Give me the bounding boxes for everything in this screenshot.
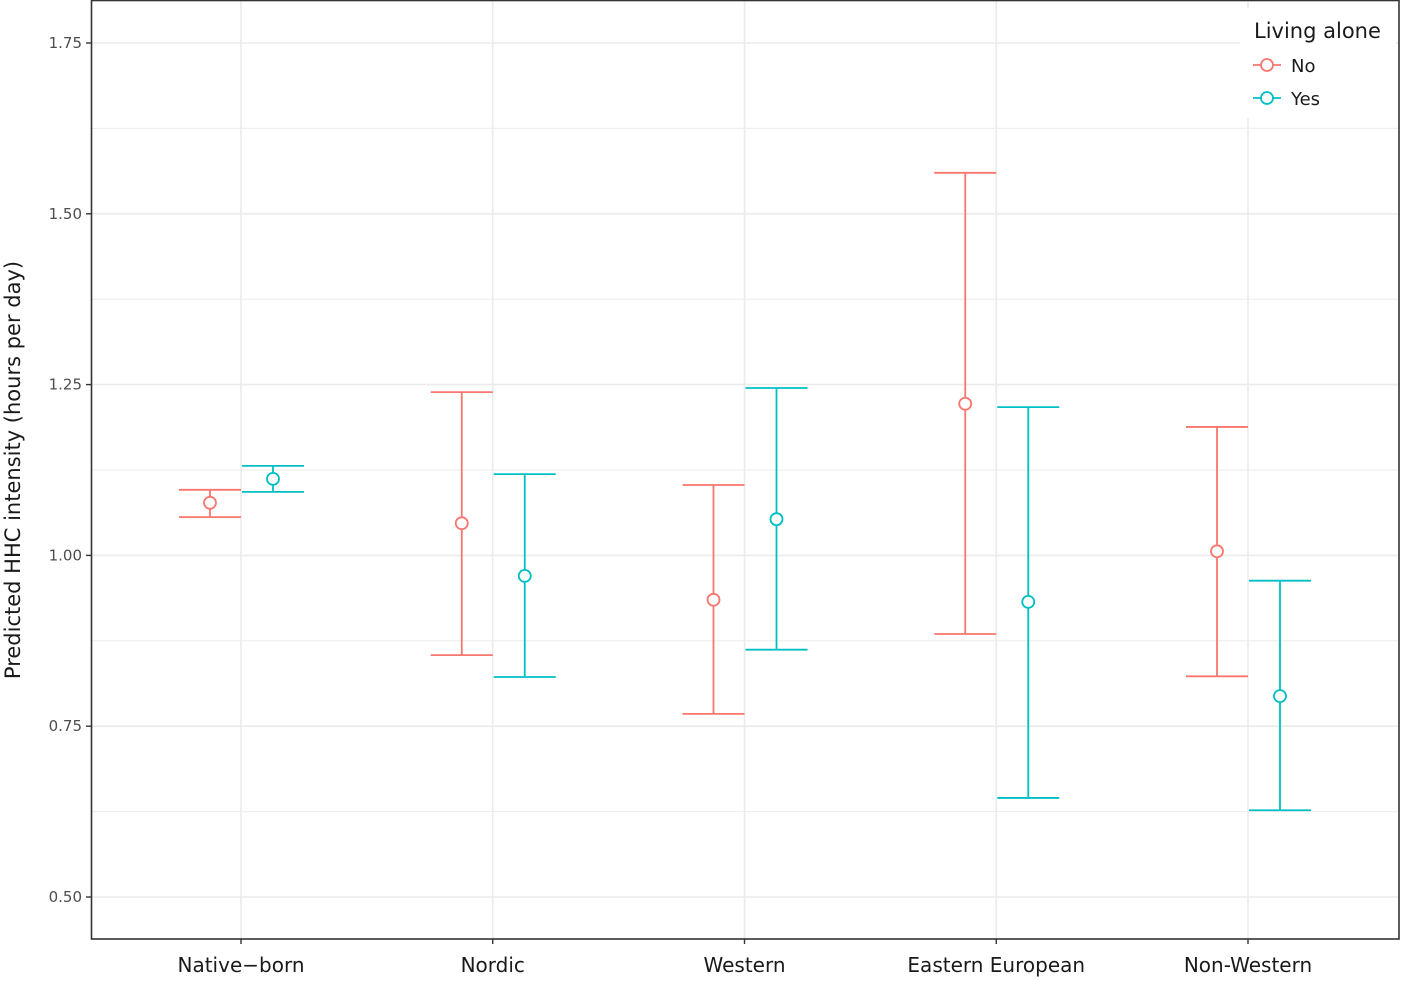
point-estimate-marker <box>266 471 280 486</box>
errorbar-no <box>430 391 493 657</box>
point-estimate-marker <box>958 396 973 411</box>
y-tick-label: 1.25 <box>49 376 82 394</box>
point-estimate-marker <box>517 568 532 583</box>
point-estimate-marker <box>706 592 721 607</box>
errorbar-yes <box>242 465 304 493</box>
legend-item-yes: Yes <box>1253 89 1320 110</box>
plot-panel-border <box>90 0 1400 940</box>
y-tick-label: 0.50 <box>49 888 82 906</box>
y-tick-label: 0.75 <box>49 717 82 735</box>
errorbar-no <box>1186 426 1248 678</box>
y-tick-label: 1.00 <box>49 546 82 564</box>
legend-circle-icon <box>1260 91 1274 105</box>
legend-circle-icon <box>1260 58 1274 72</box>
error-bars <box>179 171 1311 812</box>
legend-item-no: No <box>1253 56 1315 77</box>
x-category-label: Native−born <box>178 953 305 977</box>
point-estimate-marker <box>203 495 217 510</box>
errorbar-no <box>682 484 745 715</box>
errorbar-yes <box>493 473 556 678</box>
legend: Living alone No Yes <box>1240 8 1396 118</box>
x-category-label: Western <box>703 953 785 977</box>
point-estimate-marker <box>1210 544 1224 559</box>
x-category-label: Nordic <box>461 953 525 977</box>
y-tick-label: 1.50 <box>49 205 82 223</box>
grid-lines <box>91 0 1399 939</box>
legend-label: No <box>1291 56 1315 77</box>
y-tick-label: 1.75 <box>49 34 82 52</box>
legend-title: Living alone <box>1254 19 1381 43</box>
errorbar-yes <box>1249 579 1311 812</box>
y-axis-title: Predicted HHC intensity (hours per day) <box>1 261 25 679</box>
y-axis: 0.50 0.75 1.00 1.25 1.50 1.75 <box>49 34 91 906</box>
errorbar-no <box>179 488 241 519</box>
x-category-label: Non-Western <box>1184 953 1312 977</box>
point-estimate-marker <box>454 516 469 531</box>
legend-label: Yes <box>1290 89 1320 110</box>
point-estimate-marker <box>1273 689 1287 704</box>
x-category-label: Eastern European <box>907 953 1085 977</box>
x-axis: Native−born Nordic Western Eastern European… <box>178 939 1312 977</box>
errorbar-no <box>934 171 997 635</box>
point-estimate-marker <box>769 512 784 527</box>
errorbar-yes <box>745 387 808 651</box>
point-estimate-marker <box>1021 594 1036 609</box>
errorbar-yes <box>997 406 1060 799</box>
